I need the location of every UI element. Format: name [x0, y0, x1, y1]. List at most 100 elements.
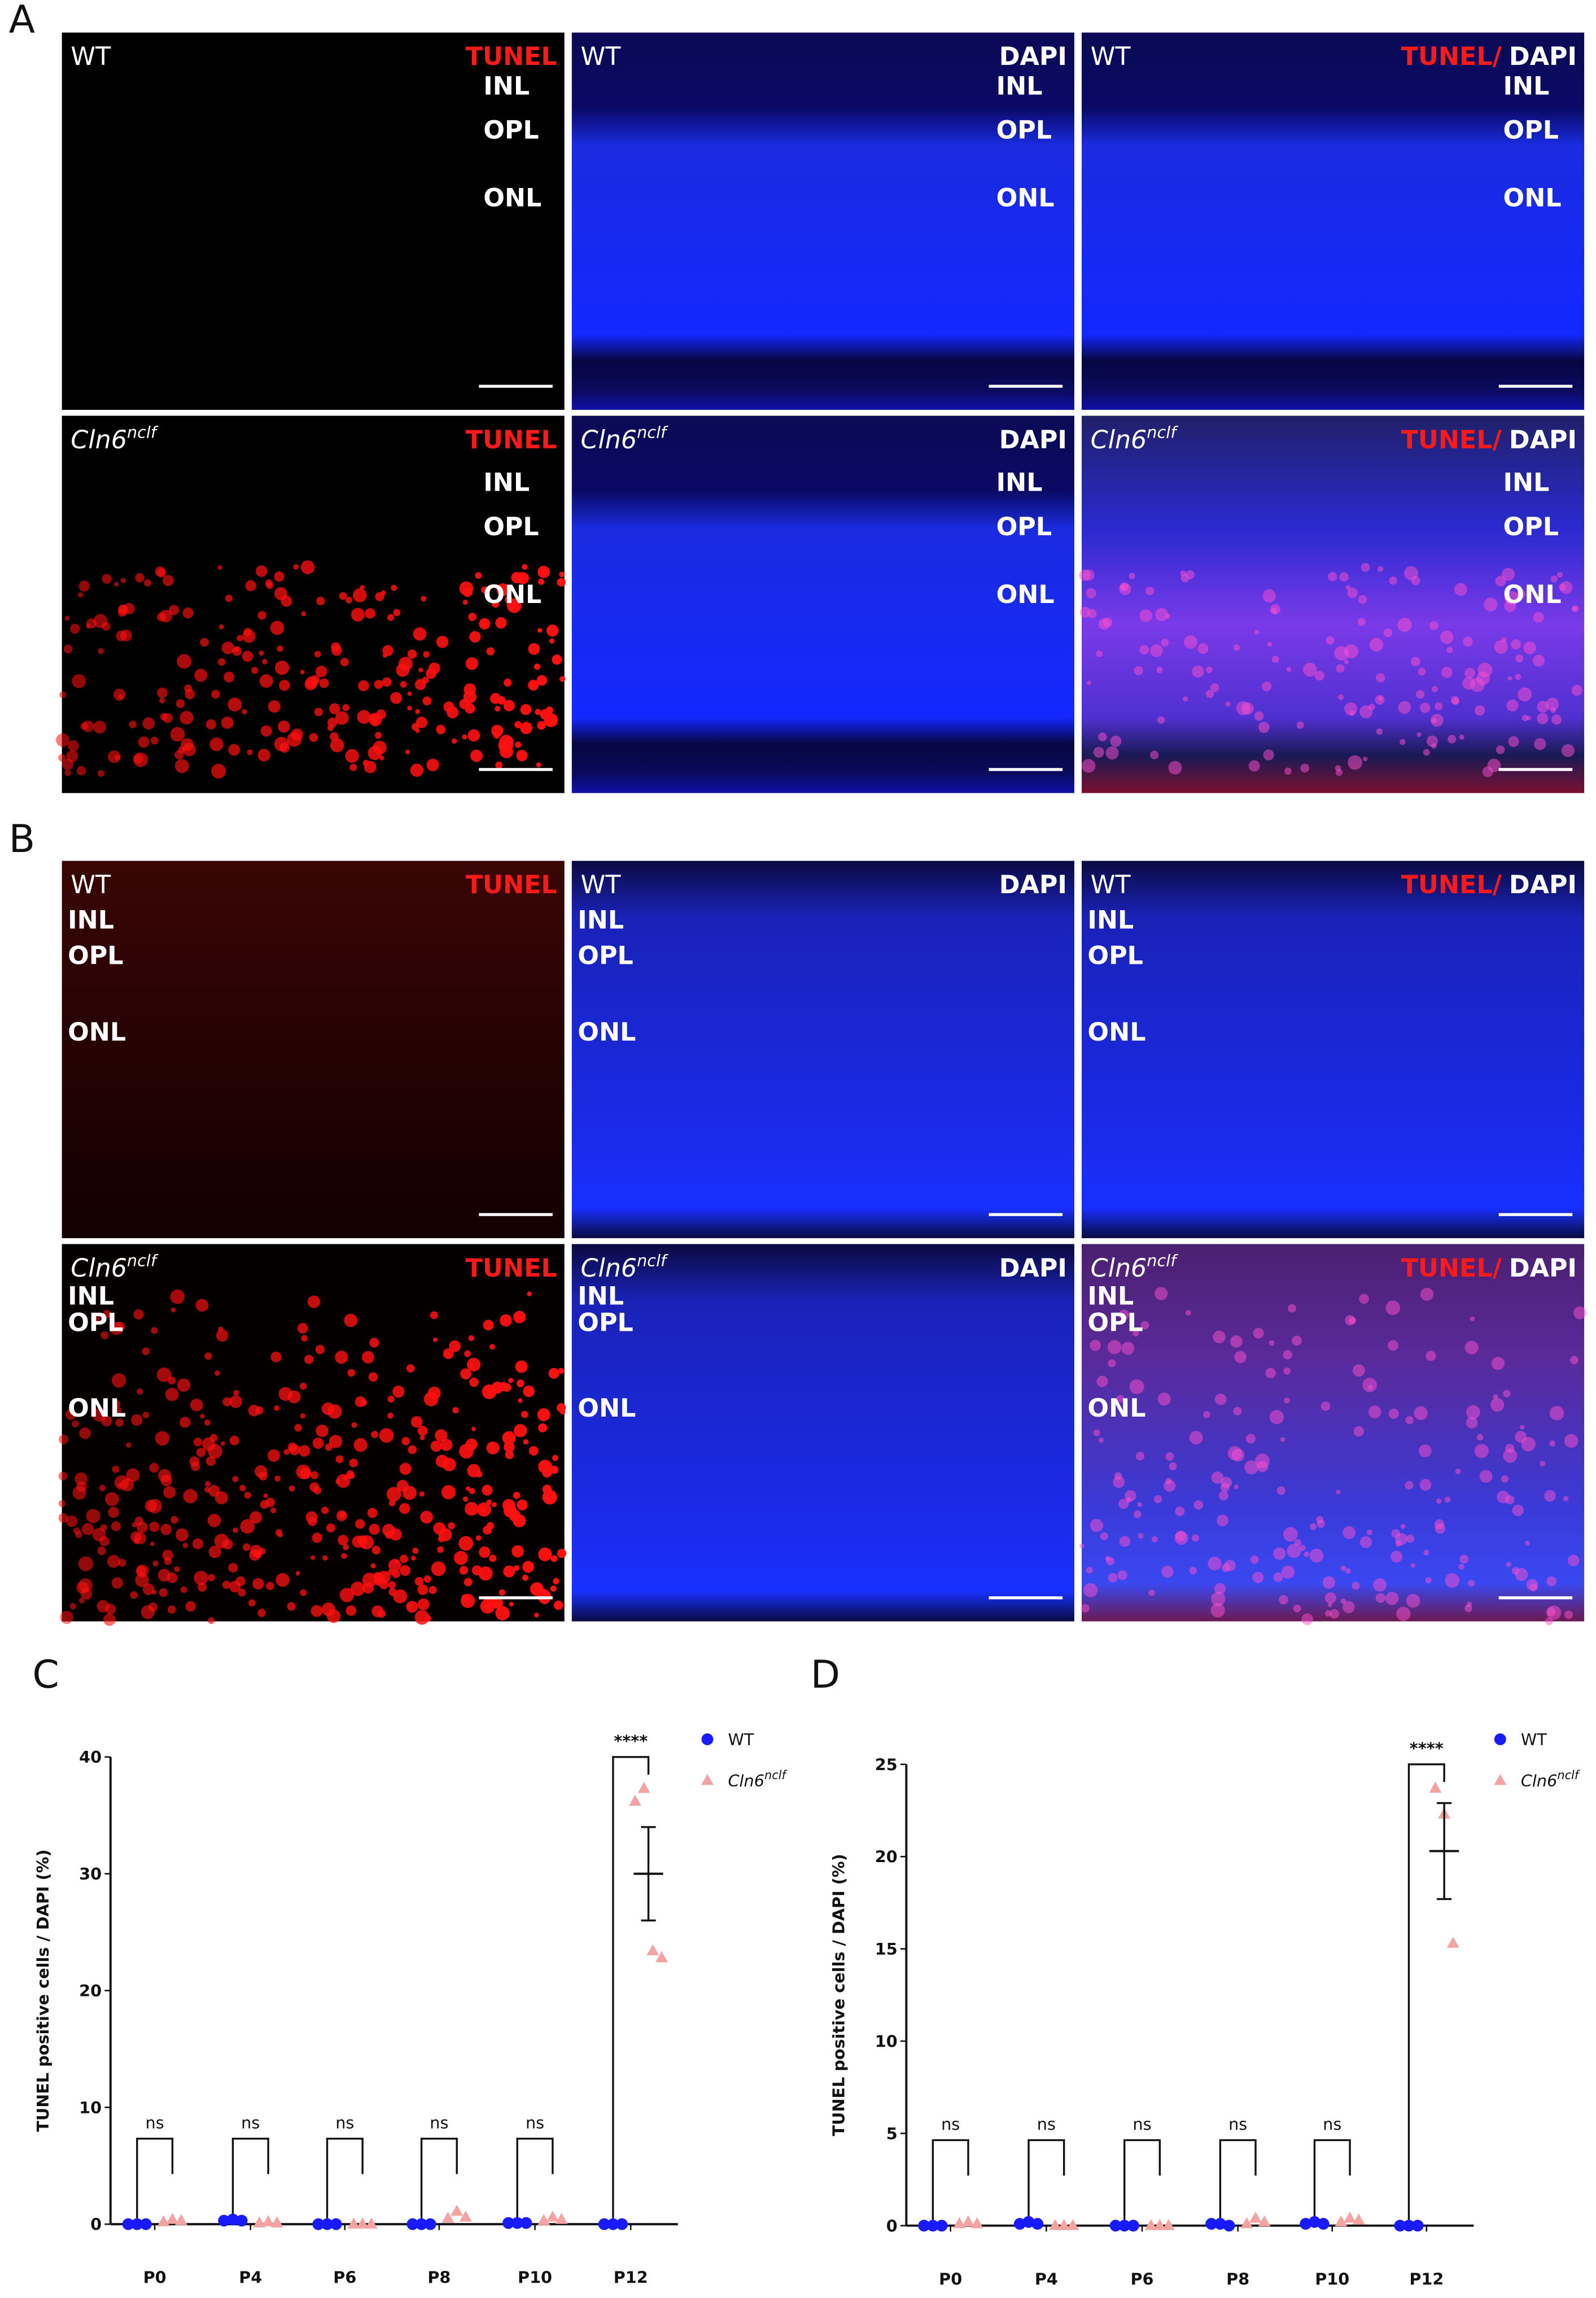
stain-spot	[1502, 567, 1515, 581]
significance-label: ns	[1228, 2114, 1247, 2134]
stain-spot	[1362, 1378, 1377, 1392]
stain-spot	[204, 1419, 211, 1426]
stain-spot	[1406, 1534, 1415, 1543]
stain-spot	[78, 580, 90, 592]
stain-spot	[1192, 1534, 1200, 1542]
stain-spot	[1135, 1452, 1145, 1461]
stain-spot	[99, 1484, 106, 1492]
stain-spot	[351, 1422, 357, 1428]
data-point	[1144, 2219, 1157, 2230]
stain-spot	[390, 692, 403, 704]
stain-spot	[58, 754, 66, 762]
stain-spot	[1496, 745, 1505, 754]
error-bar	[641, 1826, 656, 1922]
stain-spot	[465, 657, 479, 670]
data-point	[1223, 2220, 1235, 2232]
stain-spot	[1523, 641, 1536, 654]
stain-spot	[1169, 1462, 1177, 1471]
layer-label: ONL	[1087, 1394, 1145, 1423]
legend-name: Cln6	[728, 1771, 764, 1790]
stain-spot	[1203, 1411, 1210, 1418]
stain-spot	[1348, 755, 1362, 770]
stain-label: DAPI	[999, 1254, 1067, 1283]
stain-spot	[1273, 1547, 1286, 1560]
stain-spot	[279, 742, 290, 753]
stain-spot	[499, 735, 514, 750]
stain-spot	[80, 722, 89, 730]
genotype-name: WT	[1091, 42, 1131, 71]
stain-spot	[133, 1309, 144, 1320]
stain-spot	[1134, 666, 1143, 675]
stain-spot	[69, 623, 80, 634]
stain-spot	[1388, 1408, 1399, 1419]
stain-spot	[174, 759, 189, 774]
micrograph: WT DAPI INL OPL ONL	[571, 860, 1074, 1238]
stain-spot	[364, 761, 377, 774]
stain-spot	[1273, 1572, 1283, 1582]
stain-spot	[58, 1471, 68, 1481]
stain-spot	[1474, 1444, 1489, 1458]
stain-spot	[1283, 1350, 1293, 1360]
stain-spot	[107, 1554, 120, 1568]
stain-spot	[1248, 760, 1260, 772]
data-point	[1049, 2219, 1061, 2230]
stain-spot	[492, 600, 500, 608]
stain-spot	[1137, 1502, 1143, 1508]
stain-spot	[503, 700, 515, 711]
stain-spot	[1098, 1438, 1104, 1443]
stain-spot	[379, 1428, 394, 1443]
stain-spot	[1254, 630, 1260, 635]
stain-spot	[1138, 1533, 1144, 1539]
stain-spot	[142, 1347, 150, 1355]
stain-spot	[222, 1397, 232, 1407]
stain-spot	[59, 691, 67, 698]
stain-spot	[1344, 644, 1359, 659]
stain-spot	[298, 1445, 311, 1457]
stain-spot	[198, 1582, 207, 1592]
data-point	[131, 2218, 143, 2230]
stain-spot	[1327, 1602, 1332, 1607]
stain-spot	[1423, 1549, 1429, 1556]
stain-spot	[1570, 1356, 1578, 1365]
data-point	[424, 2218, 436, 2230]
significance-label: ns	[941, 2114, 960, 2134]
stain-spot	[315, 1344, 325, 1355]
stain-spot	[1559, 581, 1573, 594]
stain-spot	[335, 711, 349, 725]
stain-spot	[1347, 587, 1358, 598]
genotype-name: Cln6	[580, 1254, 637, 1283]
stain-spot	[182, 742, 196, 757]
stain-spot	[300, 1589, 307, 1596]
data-point	[1127, 2220, 1139, 2232]
stain-spot	[136, 1522, 148, 1534]
stain-spot	[1079, 1543, 1085, 1549]
data-point	[157, 2215, 170, 2226]
stain-spot	[469, 1377, 479, 1387]
stain-spot	[1231, 1448, 1245, 1462]
stain-spot	[133, 752, 148, 767]
stain-spot	[218, 1326, 224, 1332]
stain-spot	[316, 596, 325, 606]
stain-spot	[430, 1440, 442, 1452]
stain-spot	[125, 1442, 132, 1448]
stain-spot	[295, 1571, 300, 1576]
stain-spot	[412, 1548, 419, 1554]
stain-spot	[1395, 1533, 1407, 1545]
stain-spot	[351, 1581, 365, 1596]
stain-spot	[1263, 749, 1274, 761]
stain-spot	[1464, 667, 1475, 679]
stain-spot	[468, 613, 476, 621]
stain-spot	[229, 1580, 241, 1593]
stain-spot	[370, 1563, 376, 1569]
stain-spot	[1081, 1604, 1090, 1613]
stain-spot	[228, 744, 241, 756]
stain-spot	[108, 750, 121, 763]
stain-spot	[1265, 1368, 1276, 1378]
stain-spot	[1515, 654, 1524, 663]
x-tick-label: P4	[239, 2268, 262, 2287]
stain-spot	[1288, 1304, 1297, 1313]
data-point	[1344, 2212, 1357, 2223]
stain-spot	[1511, 1567, 1520, 1575]
stain-spot	[406, 1601, 418, 1613]
